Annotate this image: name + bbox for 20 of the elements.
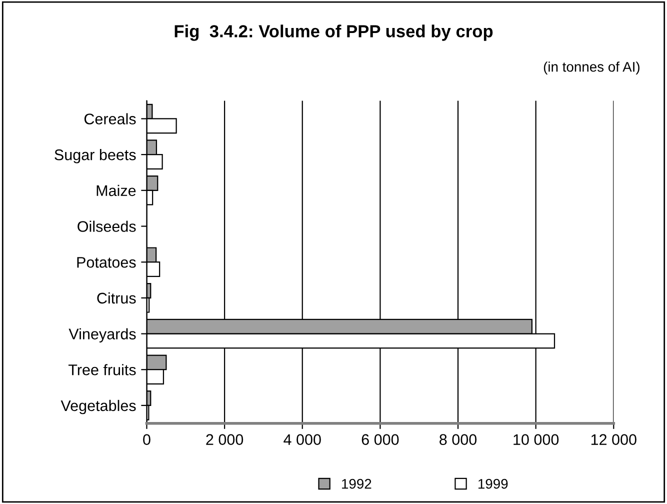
x-tick-label: 12 000: [591, 434, 636, 445]
y-tick-label: Citrus: [97, 292, 136, 304]
y-tick-label: Potatoes: [77, 257, 136, 268]
legend-label: 1992: [342, 478, 372, 489]
y-tick-label: Maize: [96, 184, 136, 196]
x-tick-label: 8 000: [440, 434, 477, 445]
y-tick-label: Cereals: [84, 113, 136, 124]
x-tick-label: 0: [143, 434, 150, 445]
x-tick-label: 2 000: [206, 434, 244, 445]
y-tick-label: Sugar beets: [54, 149, 136, 164]
chart-title: Fig 3.4.2: Volume of PPP used by crop: [174, 24, 493, 41]
x-tick-label: 10 000: [514, 434, 559, 445]
x-tick-label: 4 000: [284, 434, 321, 445]
y-tick-label: Oilseeds: [78, 220, 136, 232]
y-tick-label: Vineyards: [68, 328, 136, 342]
text: (in tonnes of AI): [544, 62, 640, 75]
x-tick-label: 6 000: [362, 434, 399, 445]
y-tick-label: Vegetables: [60, 400, 136, 414]
legend-label: 1999: [478, 478, 508, 489]
y-tick-label: Tree fruits: [68, 364, 136, 376]
